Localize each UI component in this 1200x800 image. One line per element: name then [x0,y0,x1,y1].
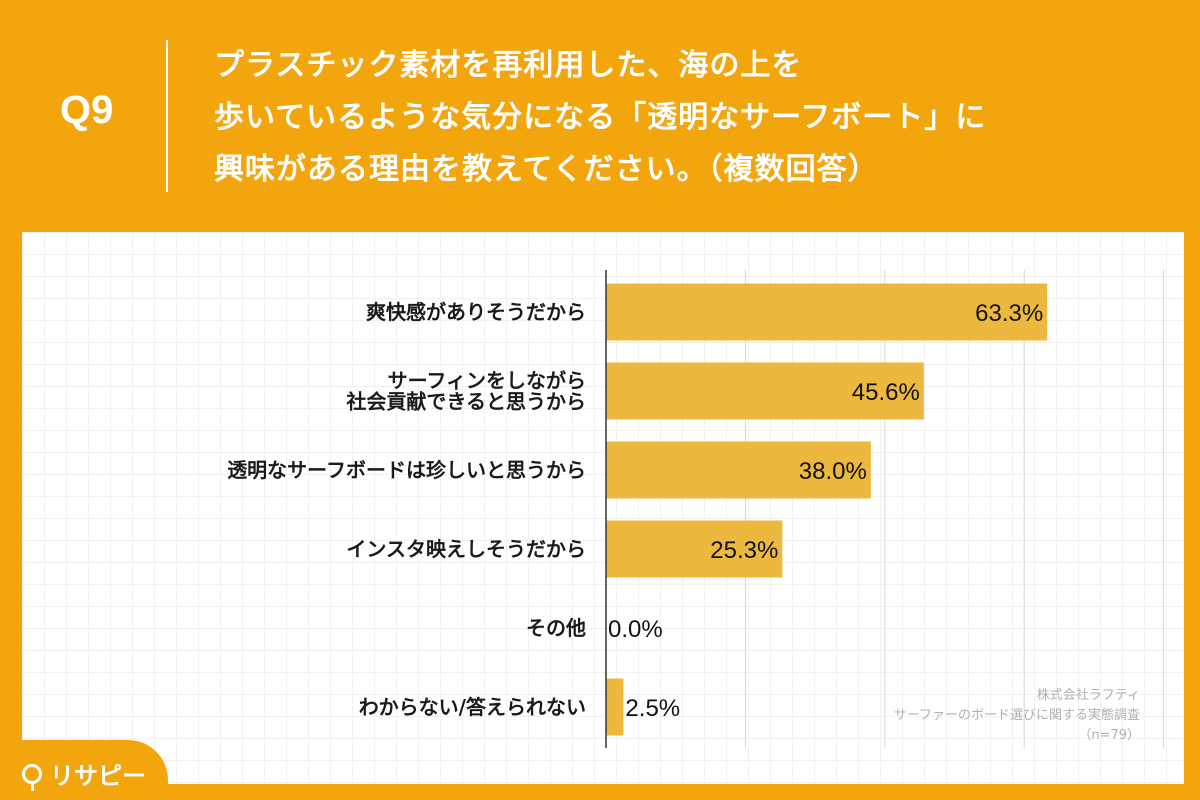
value-label-1: 45.6% [852,379,920,406]
question-number: Q9 [60,88,114,132]
category-label-5: わからない/答えられない [359,695,586,719]
bar-5 [606,678,624,736]
header-divider [166,40,168,192]
bar-2 [606,441,871,499]
brand-logo: リサピー [22,756,146,791]
category-label-3: インスタ映えしそうだから [346,537,586,561]
question-line-2: 歩いているような気分になる「透明なサーフボート」に [214,100,987,135]
source-company: 株式会社ラフティ [1036,688,1140,703]
value-label-2: 38.0% [799,458,867,485]
category-label-1-1: 社会貢献できると思うから [345,390,586,414]
chart-panel: 爽快感がありそうだから 63.3% サーフィンをしながら 社会貢献できると思うから 45… [22,232,1184,784]
bar-3 [606,520,783,578]
question-text: プラスチック素材を再利用した、海の上を 歩いているような気分になる「透明なサーフ… [214,40,1114,196]
value-label-3: 25.3% [710,537,778,564]
source-note: 株式会社ラフティ サーファーのボード選びに関する実態調査 （n=79） [894,686,1140,746]
value-label-0: 63.3% [975,300,1043,327]
source-sample-size: （n=79） [1078,728,1140,743]
bar-0 [606,283,1048,341]
question-line-3: 興味がある理由を教えてください。（複数回答） [214,152,879,187]
source-survey: サーファーのボード選びに関する実態調査 [893,708,1140,723]
value-label-5: 2.5% [625,695,680,722]
question-line-1: プラスチック素材を再利用した、海の上を [214,48,803,83]
category-label-0: 爽快感がありそうだから [366,300,586,324]
value-label-4: 0.0% [608,616,663,643]
category-label-2: 透明なサーフボードは珍しいと思うから [227,458,586,482]
category-label-4: その他 [526,616,586,640]
category-label-1-0: サーフィンをしながら [388,369,586,393]
magnifier-icon [22,763,42,791]
bar-1 [606,362,924,420]
brand-name: リサピー [50,762,146,790]
